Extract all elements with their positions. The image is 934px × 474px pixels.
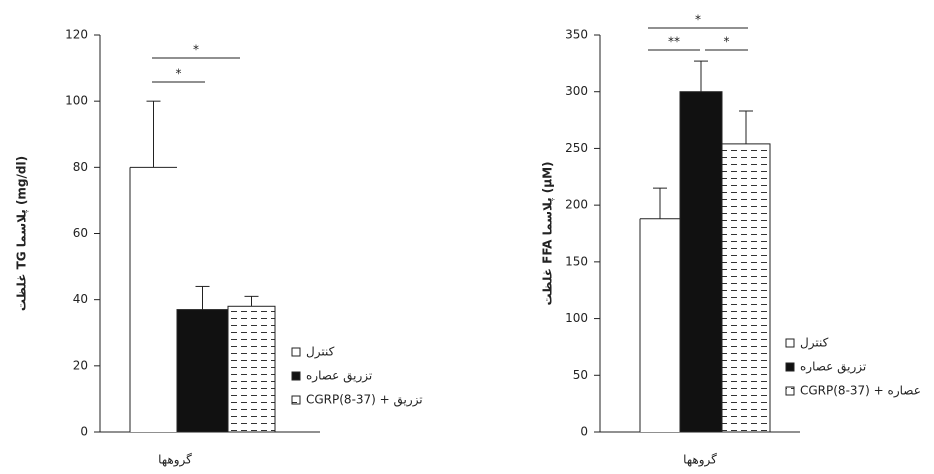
- y-tick-label: 60: [73, 226, 88, 240]
- bar: [176, 309, 229, 433]
- legend-marker: [785, 362, 795, 372]
- significance-label: *: [176, 67, 182, 81]
- y-tick-label: 20: [73, 358, 88, 372]
- y-tick-label: 80: [73, 160, 88, 174]
- significance-label: **: [668, 35, 680, 49]
- y-axis-title: غلظت TG پلاسما (mg/dl): [15, 156, 29, 311]
- bar: [721, 143, 771, 433]
- significance-label: *: [695, 13, 701, 27]
- y-tick-label: 50: [573, 368, 588, 382]
- legend-label: کنترل: [800, 336, 829, 351]
- legend-label: تزریق عصاره: [306, 369, 372, 384]
- y-axis-title: غلظت FFA پلاسما (µM): [541, 161, 555, 305]
- bar: [227, 305, 276, 433]
- legend-marker: [785, 386, 795, 396]
- legend-marker: [291, 371, 301, 381]
- legend-label: تزریق عصاره: [800, 360, 866, 375]
- legend-label: کنترل: [306, 345, 335, 360]
- legend-marker: [785, 338, 795, 348]
- significance-label: *: [193, 43, 199, 57]
- y-tick-label: 200: [565, 198, 588, 212]
- x-axis-title: گروهها: [683, 453, 717, 468]
- y-tick-label: 120: [65, 28, 88, 42]
- y-tick-label: 40: [73, 292, 88, 306]
- y-tick-label: 100: [565, 311, 588, 325]
- y-tick-label: 350: [565, 28, 588, 42]
- y-tick-label: 300: [565, 84, 588, 98]
- y-tick-label: 0: [80, 425, 88, 439]
- significance-label: *: [724, 35, 730, 49]
- legend-marker: [291, 347, 301, 357]
- legend-label: CGRP(8-37) + تزریق: [306, 393, 423, 408]
- x-axis-title: گروهها: [158, 453, 192, 468]
- y-tick-label: 150: [565, 254, 588, 268]
- y-tick-label: 0: [580, 425, 588, 439]
- legend-marker: [291, 395, 301, 405]
- bar: [130, 167, 177, 433]
- legend-label: CGRP(8-37) + عصاره: [800, 384, 921, 399]
- bar: [679, 91, 723, 433]
- y-tick-label: 250: [565, 141, 588, 155]
- y-tick-label: 100: [65, 94, 88, 108]
- bar: [640, 218, 680, 432]
